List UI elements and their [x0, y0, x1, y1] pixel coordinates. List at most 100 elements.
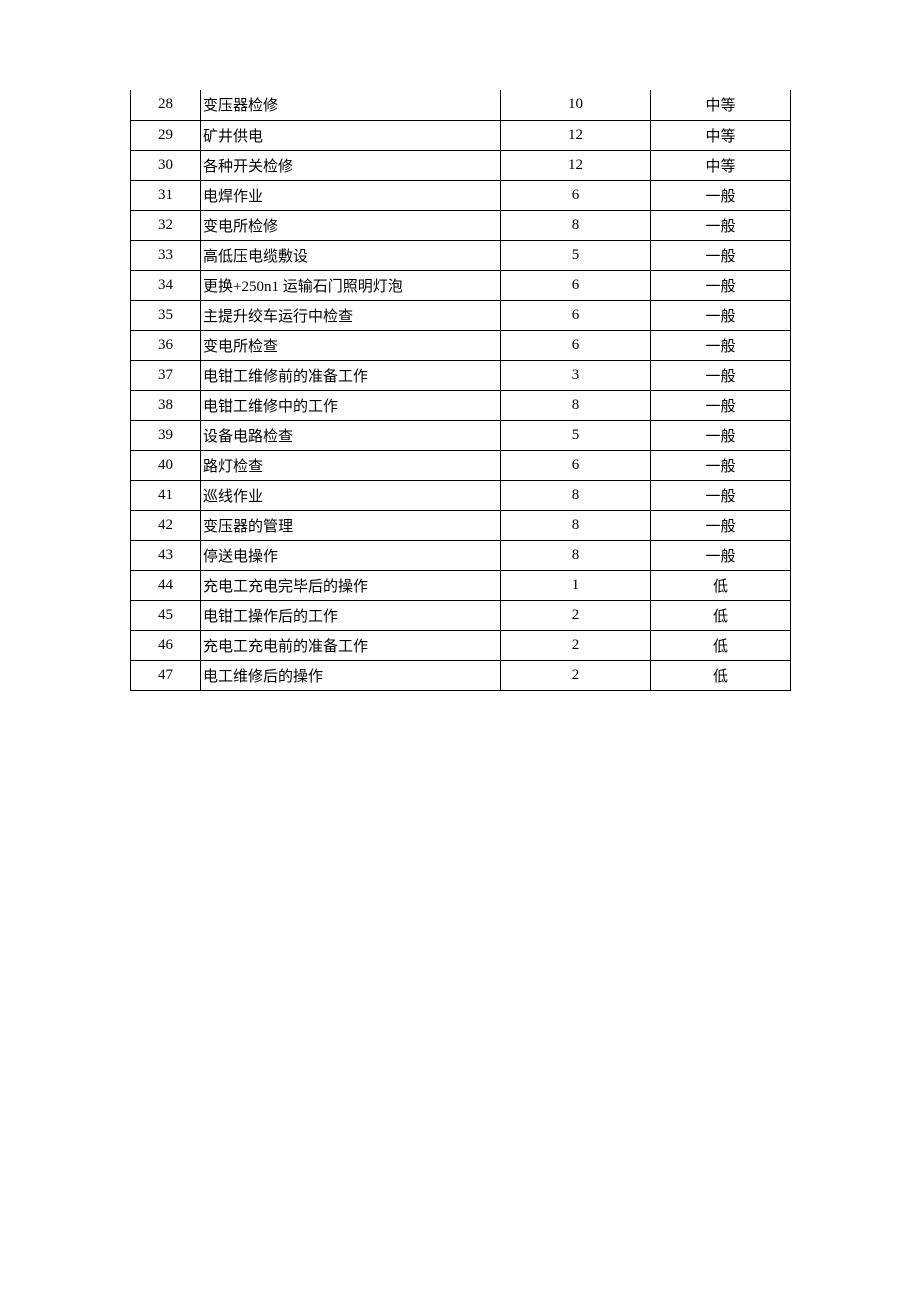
cell-num: 33 [131, 240, 201, 270]
table-row: 35主提升绞车运行中检查6一般 [131, 300, 791, 330]
cell-num: 35 [131, 300, 201, 330]
cell-score: 6 [501, 300, 651, 330]
table-row: 40路灯检查6一般 [131, 450, 791, 480]
cell-score: 8 [501, 540, 651, 570]
cell-desc: 高低压电缆敷设 [201, 240, 501, 270]
cell-num: 29 [131, 120, 201, 150]
cell-score: 10 [501, 90, 651, 120]
cell-desc: 充电工充电前的准备工作 [201, 630, 501, 660]
cell-desc: 变压器的管理 [201, 510, 501, 540]
cell-num: 42 [131, 510, 201, 540]
cell-score: 6 [501, 180, 651, 210]
table-row: 41巡线作业8一般 [131, 480, 791, 510]
cell-num: 47 [131, 660, 201, 690]
cell-level: 一般 [651, 390, 791, 420]
cell-num: 43 [131, 540, 201, 570]
cell-level: 一般 [651, 510, 791, 540]
table-row: 36变电所检查6一般 [131, 330, 791, 360]
cell-num: 41 [131, 480, 201, 510]
cell-level: 中等 [651, 90, 791, 120]
cell-score: 5 [501, 240, 651, 270]
table-row: 30各种开关检修12中等 [131, 150, 791, 180]
cell-desc: 各种开关检修 [201, 150, 501, 180]
cell-desc: 电钳工维修中的工作 [201, 390, 501, 420]
cell-level: 一般 [651, 240, 791, 270]
cell-level: 一般 [651, 360, 791, 390]
cell-level: 低 [651, 630, 791, 660]
cell-desc: 设备电路检查 [201, 420, 501, 450]
table-row: 42变压器的管理8一般 [131, 510, 791, 540]
table-row: 43停送电操作8一般 [131, 540, 791, 570]
cell-score: 6 [501, 330, 651, 360]
cell-score: 8 [501, 210, 651, 240]
table-row: 33高低压电缆敷设5一般 [131, 240, 791, 270]
cell-level: 低 [651, 570, 791, 600]
cell-level: 一般 [651, 480, 791, 510]
cell-num: 37 [131, 360, 201, 390]
cell-level: 一般 [651, 450, 791, 480]
table-row: 44充电工充电完毕后的操作1低 [131, 570, 791, 600]
cell-num: 34 [131, 270, 201, 300]
cell-score: 8 [501, 510, 651, 540]
cell-level: 中等 [651, 150, 791, 180]
cell-num: 40 [131, 450, 201, 480]
cell-desc: 变电所检查 [201, 330, 501, 360]
cell-level: 一般 [651, 180, 791, 210]
cell-num: 38 [131, 390, 201, 420]
cell-level: 低 [651, 600, 791, 630]
cell-score: 2 [501, 600, 651, 630]
table-row: 38电钳工维修中的工作8一般 [131, 390, 791, 420]
cell-level: 中等 [651, 120, 791, 150]
cell-level: 一般 [651, 300, 791, 330]
cell-num: 28 [131, 90, 201, 120]
cell-num: 44 [131, 570, 201, 600]
cell-level: 一般 [651, 420, 791, 450]
cell-num: 39 [131, 420, 201, 450]
cell-score: 2 [501, 660, 651, 690]
cell-num: 46 [131, 630, 201, 660]
table-row: 34更换+250n1 运输石门照明灯泡6一般 [131, 270, 791, 300]
cell-level: 一般 [651, 210, 791, 240]
cell-score: 12 [501, 120, 651, 150]
cell-score: 3 [501, 360, 651, 390]
cell-desc: 充电工充电完毕后的操作 [201, 570, 501, 600]
cell-desc: 路灯检查 [201, 450, 501, 480]
cell-desc: 矿井供电 [201, 120, 501, 150]
table-row: 45电钳工操作后的工作2低 [131, 600, 791, 630]
cell-score: 6 [501, 450, 651, 480]
cell-desc: 变压器检修 [201, 90, 501, 120]
cell-score: 1 [501, 570, 651, 600]
data-table: 28变压器检修10中等29矿井供电12中等30各种开关检修12中等31电焊作业6… [130, 90, 791, 691]
table-row: 46充电工充电前的准备工作2低 [131, 630, 791, 660]
cell-num: 30 [131, 150, 201, 180]
cell-score: 2 [501, 630, 651, 660]
cell-num: 31 [131, 180, 201, 210]
table-body: 28变压器检修10中等29矿井供电12中等30各种开关检修12中等31电焊作业6… [131, 90, 791, 690]
cell-score: 8 [501, 480, 651, 510]
cell-score: 5 [501, 420, 651, 450]
cell-level: 一般 [651, 540, 791, 570]
table-row: 47电工维修后的操作2低 [131, 660, 791, 690]
table-row: 28变压器检修10中等 [131, 90, 791, 120]
cell-desc: 主提升绞车运行中检查 [201, 300, 501, 330]
table-row: 32变电所检修8一般 [131, 210, 791, 240]
cell-num: 45 [131, 600, 201, 630]
table-row: 39设备电路检查5一般 [131, 420, 791, 450]
cell-level: 低 [651, 660, 791, 690]
cell-num: 32 [131, 210, 201, 240]
cell-level: 一般 [651, 330, 791, 360]
cell-desc: 电工维修后的操作 [201, 660, 501, 690]
table-row: 31电焊作业6一般 [131, 180, 791, 210]
cell-score: 8 [501, 390, 651, 420]
cell-score: 6 [501, 270, 651, 300]
cell-desc: 电钳工维修前的准备工作 [201, 360, 501, 390]
cell-level: 一般 [651, 270, 791, 300]
table-row: 29矿井供电12中等 [131, 120, 791, 150]
table-row: 37电钳工维修前的准备工作3一般 [131, 360, 791, 390]
cell-desc: 停送电操作 [201, 540, 501, 570]
cell-desc: 电焊作业 [201, 180, 501, 210]
cell-desc: 更换+250n1 运输石门照明灯泡 [201, 270, 501, 300]
cell-desc: 电钳工操作后的工作 [201, 600, 501, 630]
cell-desc: 变电所检修 [201, 210, 501, 240]
cell-num: 36 [131, 330, 201, 360]
